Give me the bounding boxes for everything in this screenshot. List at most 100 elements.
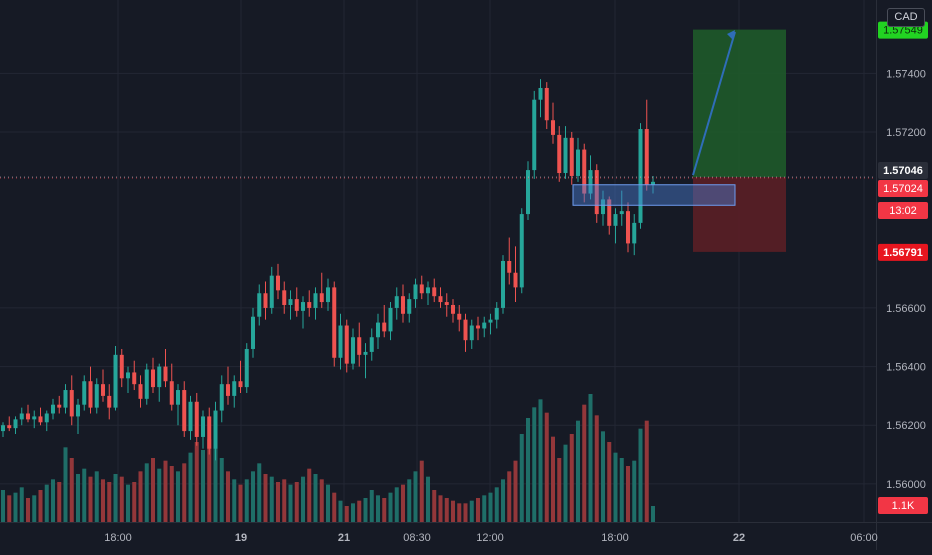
volume-bar [476, 498, 480, 522]
volume-bar [301, 476, 305, 522]
last-price-label-bg [878, 162, 928, 179]
candle-body [57, 404, 62, 408]
volume-bar [226, 471, 230, 522]
candle-body [188, 401, 193, 432]
volume-bar [51, 479, 55, 522]
candle-body [282, 290, 287, 305]
volume-bar [507, 471, 512, 522]
volume-bar [551, 436, 555, 522]
volume-bar [451, 500, 455, 522]
candle-body [576, 149, 580, 176]
volume-bar [63, 447, 68, 522]
candle-body [407, 299, 412, 314]
volume-bar [457, 503, 462, 522]
price-tick-label: 1.57400 [886, 68, 926, 80]
candle-body [207, 416, 212, 449]
countdown-label: 13:02 [889, 205, 917, 217]
price-axis: 1.56000 1.56200 1.56400 1.56600 1.57200 1.574… [878, 21, 928, 514]
volume-bar [151, 458, 155, 522]
candle-body [201, 416, 205, 437]
volume-bar [1, 490, 5, 522]
candle-body [219, 384, 224, 411]
volume-bar [326, 484, 330, 522]
candle-body [151, 369, 155, 388]
candle-body [76, 404, 80, 417]
volume-bar [313, 474, 318, 522]
candle-body [369, 337, 374, 352]
volume-bar [382, 498, 387, 522]
candle-body [238, 381, 243, 388]
volume-bar [638, 428, 643, 522]
candle-body [551, 120, 555, 135]
candle-body [51, 404, 55, 414]
candle-body [469, 325, 474, 341]
volume-bar [426, 476, 430, 522]
candle-body [594, 170, 599, 215]
volume-bar [419, 460, 424, 522]
volume-bar [494, 487, 499, 522]
candle-body [63, 390, 68, 408]
volume-bar [144, 463, 149, 522]
candle-body [619, 211, 624, 215]
volume-bar [463, 503, 468, 522]
volume-bar [38, 490, 43, 522]
candle-body [163, 366, 168, 382]
candle-body [88, 381, 93, 408]
candle-body [69, 390, 74, 417]
time-tick-label: 18:00 [601, 532, 629, 544]
candle-body [138, 384, 143, 399]
last-price-label: 1.57046 [883, 165, 923, 177]
candle-body [38, 416, 43, 423]
volume-bar [188, 452, 193, 522]
volume-bar [232, 479, 237, 522]
price-tick-label: 1.56200 [886, 420, 926, 432]
volume-bar [526, 418, 530, 522]
candle-body [332, 287, 337, 358]
stop-price-label: 1.56791 [883, 247, 923, 259]
projection-arrow [692, 31, 736, 176]
candle-body [338, 325, 343, 358]
volume-bar [619, 458, 624, 522]
overlays [0, 30, 876, 206]
candle-body [582, 149, 587, 194]
candle-body [488, 319, 493, 323]
candle-body [463, 319, 468, 341]
volume-bar [394, 487, 399, 522]
candle-body [376, 322, 380, 338]
candle-body [507, 261, 512, 273]
volume-bar [544, 412, 549, 522]
current-price-label: 1.57024 [883, 183, 923, 195]
volume-bar [607, 442, 612, 522]
volume-bar [413, 471, 418, 522]
volume-bar [76, 474, 80, 522]
candle-body [1, 425, 5, 432]
candle-body [644, 129, 649, 185]
volume-label-bg [878, 497, 928, 514]
candle-body [144, 369, 149, 399]
volume-bar [57, 482, 62, 522]
volume-bar [351, 503, 355, 522]
volume-bar [88, 476, 93, 522]
volume-bar [388, 492, 393, 522]
candle-body [263, 293, 268, 308]
candle-body [569, 137, 574, 176]
volume-bar [163, 460, 168, 522]
stop-price-label-bg [878, 243, 928, 261]
volume-bar [7, 495, 12, 522]
currency-badge[interactable]: CAD [887, 8, 925, 27]
price-tick-label: 1.56000 [886, 479, 926, 491]
price-tick-label: 1.57200 [886, 127, 926, 139]
volume-bar [344, 506, 349, 522]
volume-bar [576, 420, 580, 522]
volume-bar [213, 444, 218, 522]
volume-bars [1, 394, 655, 522]
volume-bar [563, 444, 568, 522]
time-tick-label: 06:00 [850, 532, 878, 544]
volume-bar [438, 495, 443, 522]
time-tick-label: 08:30 [403, 532, 431, 544]
volume-bar [594, 415, 599, 522]
volume-bar [238, 484, 243, 522]
